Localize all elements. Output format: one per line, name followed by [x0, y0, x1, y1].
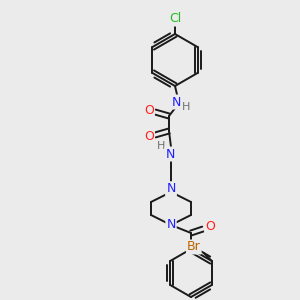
Text: N: N: [171, 95, 181, 109]
Text: N: N: [165, 148, 175, 160]
Text: O: O: [144, 130, 154, 143]
Text: N: N: [166, 182, 176, 196]
Text: O: O: [144, 103, 154, 116]
Text: H: H: [157, 141, 165, 151]
Text: O: O: [205, 220, 215, 233]
Text: N: N: [166, 182, 176, 196]
Text: Br: Br: [187, 241, 201, 254]
Text: H: H: [182, 102, 190, 112]
Text: Cl: Cl: [169, 13, 181, 26]
Text: N: N: [166, 218, 176, 232]
